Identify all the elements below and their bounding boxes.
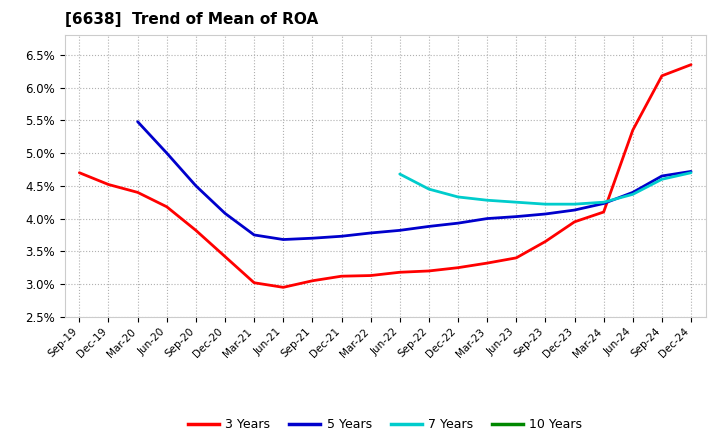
3 Years: [687, 62, 696, 67]
3 Years: [512, 255, 521, 260]
3 Years: [75, 170, 84, 176]
Legend: 3 Years, 5 Years, 7 Years, 10 Years: 3 Years, 5 Years, 7 Years, 10 Years: [183, 413, 588, 436]
5 Years: [599, 201, 608, 206]
7 Years: [454, 194, 462, 200]
5 Years: [687, 169, 696, 174]
5 Years: [395, 228, 404, 233]
7 Years: [657, 176, 666, 182]
7 Years: [395, 172, 404, 177]
7 Years: [687, 170, 696, 176]
5 Years: [366, 230, 375, 235]
5 Years: [192, 183, 200, 188]
Line: 7 Years: 7 Years: [400, 173, 691, 204]
3 Years: [220, 254, 229, 259]
3 Years: [599, 209, 608, 215]
7 Years: [599, 200, 608, 205]
5 Years: [250, 232, 258, 238]
5 Years: [308, 235, 317, 241]
7 Years: [541, 202, 550, 207]
5 Years: [629, 190, 637, 195]
3 Years: [541, 239, 550, 244]
3 Years: [570, 219, 579, 224]
5 Years: [279, 237, 287, 242]
Text: [6638]  Trend of Mean of ROA: [6638] Trend of Mean of ROA: [65, 12, 318, 27]
7 Years: [483, 198, 492, 203]
3 Years: [250, 280, 258, 286]
7 Years: [570, 202, 579, 207]
5 Years: [541, 211, 550, 216]
5 Years: [483, 216, 492, 221]
3 Years: [366, 273, 375, 278]
5 Years: [454, 220, 462, 226]
5 Years: [163, 150, 171, 156]
3 Years: [133, 190, 142, 195]
3 Years: [629, 128, 637, 133]
3 Years: [163, 204, 171, 209]
3 Years: [483, 260, 492, 266]
5 Years: [657, 173, 666, 179]
5 Years: [220, 211, 229, 216]
5 Years: [337, 234, 346, 239]
3 Years: [192, 228, 200, 233]
3 Years: [337, 274, 346, 279]
Line: 3 Years: 3 Years: [79, 65, 691, 287]
3 Years: [454, 265, 462, 270]
3 Years: [279, 285, 287, 290]
3 Years: [425, 268, 433, 274]
7 Years: [425, 187, 433, 192]
7 Years: [629, 192, 637, 197]
7 Years: [512, 200, 521, 205]
5 Years: [570, 207, 579, 213]
Line: 5 Years: 5 Years: [138, 121, 691, 239]
3 Years: [657, 73, 666, 78]
5 Years: [425, 224, 433, 229]
5 Years: [512, 214, 521, 219]
3 Years: [308, 278, 317, 283]
3 Years: [104, 182, 113, 187]
3 Years: [395, 270, 404, 275]
5 Years: [133, 119, 142, 124]
